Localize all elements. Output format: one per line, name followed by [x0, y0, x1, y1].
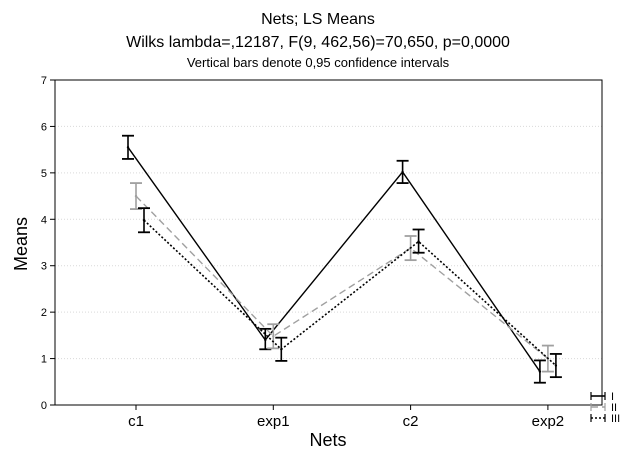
chart-subtitle: Wilks lambda=,12187, F(9, 462,56)=70,650… [126, 34, 510, 51]
grid [55, 125, 602, 360]
plot-frame [54, 79, 603, 406]
data-point [126, 146, 130, 149]
chart-title: Nets; LS Means [261, 11, 375, 28]
y-tick-label: 3 [41, 261, 47, 273]
chart-note: Vertical bars denote 0,95 confidence int… [187, 55, 450, 70]
data-point [417, 240, 420, 243]
legend-label: III [611, 413, 620, 425]
series-group [122, 134, 562, 384]
data-point [538, 370, 542, 373]
data-point [264, 338, 267, 342]
y-tick-label: 5 [41, 168, 47, 180]
axes: 0 1 2 3 4 5 6 7 c1 exp1 c2 exp2 [41, 75, 564, 430]
series-line [143, 219, 557, 367]
y-tick-label: 4 [41, 214, 47, 226]
series-line [135, 195, 549, 360]
data-point [554, 364, 558, 367]
x-axis-title: Nets [309, 430, 346, 450]
series-line [127, 146, 541, 372]
y-tick-label: 1 [41, 354, 47, 366]
series-I [122, 134, 546, 384]
x-tick-label: exp2 [532, 413, 565, 430]
y-axis-title: Means [11, 217, 31, 271]
data-point [401, 170, 404, 174]
y-tick-label: 7 [41, 75, 47, 87]
legend-label: II [611, 402, 617, 414]
data-point [272, 335, 275, 338]
data-point [142, 219, 146, 222]
x-tick-label: exp1 [257, 413, 290, 430]
y-tick-label: 2 [41, 307, 47, 319]
y-tick-label: 0 [41, 400, 47, 412]
data-point [280, 348, 283, 351]
x-tick-label: c2 [403, 413, 419, 430]
data-point [134, 194, 138, 198]
series-II [130, 182, 554, 373]
series-III [138, 207, 562, 379]
legend-label: I [611, 391, 614, 403]
x-tick-label: c1 [128, 413, 144, 430]
y-tick-label: 6 [41, 121, 47, 133]
